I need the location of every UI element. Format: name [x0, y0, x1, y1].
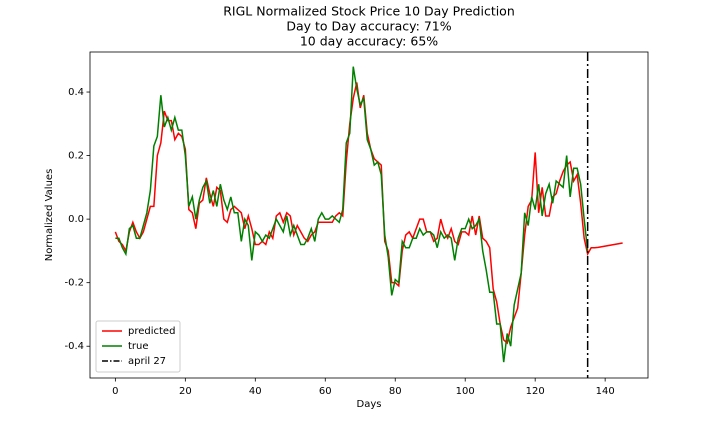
x-tick-label: 20 [179, 386, 192, 397]
y-tick-label: -0.4 [64, 341, 84, 352]
series-line [114, 82, 623, 345]
plot-frame [89, 51, 649, 379]
y-tick-label: 0.0 [68, 214, 84, 225]
x-axis-label: Days [357, 399, 382, 410]
legend-label: true [128, 341, 149, 352]
x-tick-label: 100 [456, 386, 475, 397]
x-tick-label: 80 [389, 386, 402, 397]
legend-box [95, 320, 181, 373]
y-tick-label: 0.4 [68, 87, 84, 98]
y-tick-label: -0.2 [64, 278, 84, 289]
y-tick-label: 0.2 [68, 151, 84, 162]
x-tick-label: 140 [596, 386, 615, 397]
x-tick-label: 60 [319, 386, 332, 397]
x-tick-label: 40 [249, 386, 262, 397]
x-tick-label: 120 [526, 386, 545, 397]
chart-title: RIGL Normalized Stock Price 10 Day Predi… [223, 4, 515, 19]
legend: predicted true april 27 [95, 320, 181, 373]
x-tick-label: 0 [112, 386, 118, 397]
legend-label: april 27 [128, 356, 166, 367]
chart-subtitle: 10 day accuracy: 65% [300, 34, 438, 49]
y-axis-label: Normalized Values [44, 169, 55, 262]
series-line [115, 66, 589, 363]
chart-subtitle: Day to Day accuracy: 71% [286, 19, 451, 34]
legend-label: predicted [128, 326, 175, 337]
